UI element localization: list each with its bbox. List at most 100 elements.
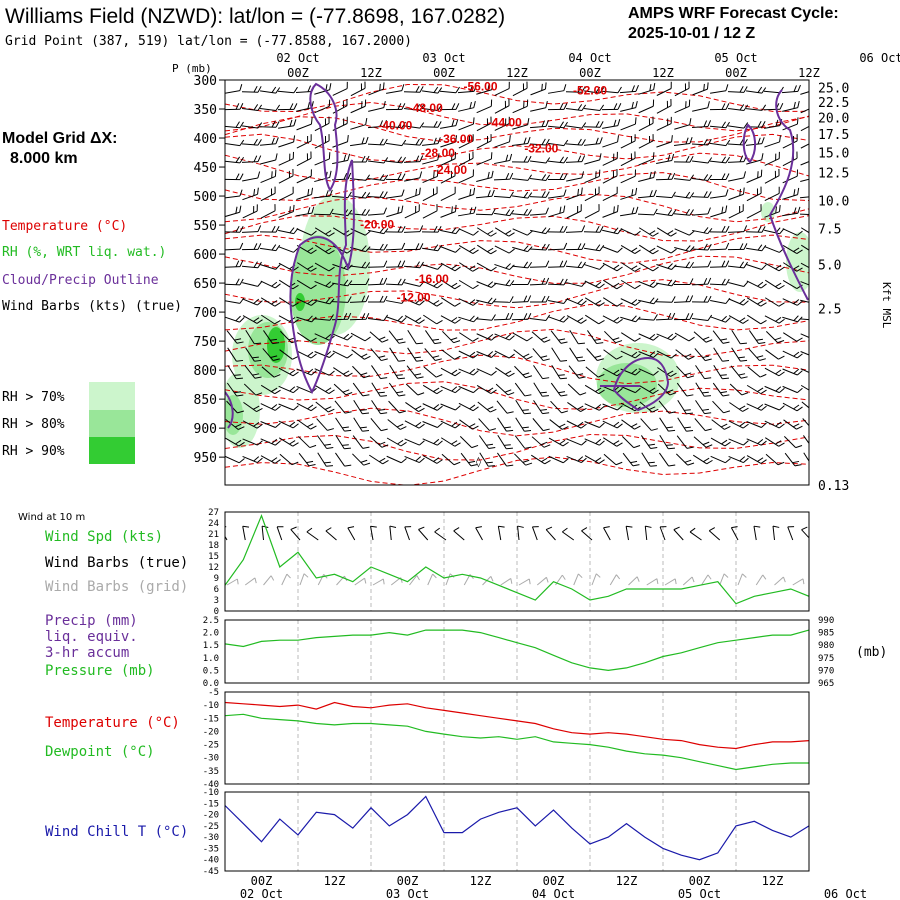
- legend-swatch-rh90: [89, 437, 135, 464]
- wind-barb: [532, 348, 550, 362]
- wind-barb: [529, 138, 550, 146]
- wind-barb: [368, 174, 389, 182]
- wind-y-tick: 6: [214, 585, 219, 595]
- kft-tick: 15.0: [818, 147, 849, 162]
- wind-barb: [458, 101, 476, 112]
- wind-barb: [731, 347, 748, 362]
- wind-barb: [727, 243, 748, 251]
- wind-barb: [260, 244, 281, 252]
- wind-barb: [259, 225, 280, 233]
- wind-barb: [241, 155, 262, 163]
- wind-barb: [367, 191, 388, 198]
- wind-barb: [314, 280, 335, 289]
- wind-barb: [638, 227, 659, 237]
- wind-barb: [782, 244, 803, 255]
- wind-barb: [638, 116, 654, 132]
- wind-barb-10m: [290, 526, 301, 541]
- wind-barb: [728, 438, 749, 446]
- wind-barb: [424, 348, 442, 362]
- wind-barb: [313, 314, 334, 321]
- wind-barb: [565, 225, 586, 233]
- wind-barb: [225, 84, 243, 94]
- wind-barb: [511, 313, 532, 321]
- wind-barb: [692, 157, 713, 164]
- wind-barb: [691, 138, 712, 146]
- wind-barb: [277, 86, 298, 94]
- wind-barb: [404, 438, 425, 446]
- temperature-contour: [225, 255, 809, 284]
- wind-barb: [244, 365, 262, 379]
- wind-barb: [261, 314, 281, 325]
- wind-barb: [710, 84, 729, 94]
- wind-barb: [385, 121, 406, 129]
- legend-rh80: RH > 80%: [2, 417, 65, 432]
- wind-barb: [711, 419, 731, 430]
- windchill-y-tick: -35: [203, 844, 219, 854]
- wind-barb: [710, 139, 731, 147]
- wind-barb: [440, 169, 456, 184]
- wind-barb: [584, 280, 605, 289]
- wind-barb: [637, 189, 657, 199]
- wind-barb: [242, 204, 258, 219]
- wind-barb: [278, 437, 299, 447]
- wind-barb: [728, 298, 749, 306]
- wind-barb: [497, 417, 514, 432]
- wind-barb: [405, 402, 425, 413]
- wind-barb: [278, 151, 294, 166]
- wind-barb: [746, 86, 767, 94]
- wind-barb: [692, 227, 713, 235]
- wind-barb: [531, 454, 551, 465]
- wind-barb: [621, 436, 641, 449]
- wind-barb: [441, 349, 461, 360]
- wind-barb: [584, 204, 600, 219]
- wind-barb-grid: [719, 573, 729, 586]
- wind-barb: [566, 281, 587, 287]
- wind-barb-grid: [591, 573, 601, 586]
- wind-barb: [386, 139, 407, 147]
- wind-y-tick: 24: [208, 519, 219, 529]
- wind-barb: [602, 169, 618, 184]
- windchill-y-ticks: -10-15 -20-25-30-35 -40-45: [203, 788, 219, 877]
- wind-barb: [261, 366, 281, 378]
- wind-barb-grid: [701, 574, 712, 586]
- wind-barb: [728, 171, 746, 182]
- wind-barbs-grid-label: Wind Barbs (grid): [45, 579, 188, 595]
- wind-barb: [479, 452, 495, 467]
- wind-barb-10m: [225, 526, 228, 541]
- wind-barb: [422, 384, 443, 395]
- pressure-y-tick: 985: [818, 629, 834, 639]
- wind-barb: [512, 245, 533, 253]
- wind-barb: [567, 402, 587, 412]
- time-label: 12Z: [798, 66, 820, 80]
- wind-barb: [566, 298, 587, 306]
- pressure-tick: 550: [194, 219, 217, 234]
- wind-barb: [440, 186, 456, 202]
- temperature-y-tick: -35: [203, 767, 219, 777]
- wind-barb: [800, 281, 809, 288]
- wind-barb: [782, 228, 803, 236]
- wind-barb: [566, 204, 582, 219]
- wind-barb-grid: [372, 578, 385, 586]
- wind-barb: [692, 82, 709, 96]
- wind-barb-grid: [811, 579, 824, 590]
- wind-barb: [533, 400, 550, 415]
- wind-barb: [604, 330, 623, 344]
- wind-barb: [585, 366, 605, 378]
- wind-barb: [404, 455, 425, 464]
- wind-barb: [476, 351, 497, 358]
- wind-barb: [566, 420, 587, 429]
- wind-barb: [242, 298, 263, 306]
- wind-barb: [764, 151, 780, 166]
- wind-barb-10m: [497, 525, 505, 541]
- wind-barb: [638, 152, 655, 166]
- wind-barb: [713, 347, 730, 362]
- wind-y-tick: 0: [214, 607, 219, 617]
- wind-barb: [334, 400, 352, 414]
- wind-barb: [494, 116, 510, 131]
- wind-barb: [584, 384, 605, 395]
- wind-barb: [314, 368, 335, 376]
- pressure-y-tick: 975: [818, 654, 834, 664]
- wind-barb: [512, 228, 533, 236]
- wind-barb: [422, 403, 443, 411]
- wind-barb-grid: [609, 574, 621, 586]
